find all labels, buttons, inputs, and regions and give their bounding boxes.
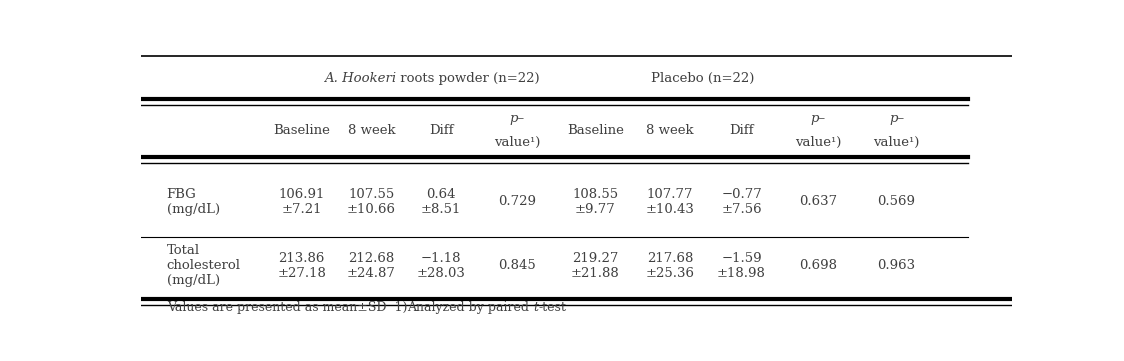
Text: 8 week: 8 week (646, 124, 694, 137)
Text: Diff: Diff (428, 124, 453, 137)
Text: −1.59
±18.98: −1.59 ±18.98 (717, 252, 765, 280)
Text: −1.18
±28.03: −1.18 ±28.03 (417, 252, 465, 280)
Text: value¹): value¹) (795, 135, 842, 148)
Text: 107.55
±10.66: 107.55 ±10.66 (347, 188, 396, 216)
Text: Analyzed by paired: Analyzed by paired (407, 301, 533, 314)
Text: p–: p– (889, 112, 904, 125)
Text: 8 week: 8 week (347, 124, 396, 137)
Text: 213.86
±27.18: 213.86 ±27.18 (278, 252, 326, 280)
Text: 0.729: 0.729 (498, 195, 536, 208)
Text: 0.698: 0.698 (799, 259, 837, 272)
Text: 0.569: 0.569 (878, 195, 916, 208)
Text: 107.77
±10.43: 107.77 ±10.43 (645, 188, 695, 216)
Text: 0.845: 0.845 (498, 259, 536, 272)
Text: roots powder (n=22): roots powder (n=22) (396, 71, 540, 84)
Text: p–: p– (509, 112, 525, 125)
Text: t: t (533, 301, 538, 314)
Text: 0.64
±8.51: 0.64 ±8.51 (420, 188, 461, 216)
Text: Baseline: Baseline (566, 124, 624, 137)
Text: Placebo (n=22): Placebo (n=22) (651, 71, 754, 84)
Text: FBG
(mg/dL): FBG (mg/dL) (166, 188, 220, 216)
Text: A. Hookeri: A. Hookeri (324, 71, 396, 84)
Text: 0.637: 0.637 (799, 195, 837, 208)
Text: Baseline: Baseline (273, 124, 330, 137)
Text: -test: -test (538, 301, 565, 314)
Text: value¹): value¹) (873, 135, 919, 148)
Text: 219.27
±21.88: 219.27 ±21.88 (571, 252, 619, 280)
Text: −0.77
±7.56: −0.77 ±7.56 (722, 188, 762, 216)
Text: value¹): value¹) (493, 135, 540, 148)
Text: p–: p– (810, 112, 826, 125)
Text: 0.963: 0.963 (878, 259, 916, 272)
Text: 106.91
±7.21: 106.91 ±7.21 (279, 188, 325, 216)
Text: 108.55
±9.77: 108.55 ±9.77 (572, 188, 618, 216)
Text: Total
cholesterol
(mg/dL): Total cholesterol (mg/dL) (166, 244, 241, 287)
Text: Values are presented as mean±SD  1): Values are presented as mean±SD 1) (166, 301, 407, 314)
Text: 212.68
±24.87: 212.68 ±24.87 (347, 252, 396, 280)
Text: 217.68
±25.36: 217.68 ±25.36 (645, 252, 695, 280)
Text: Diff: Diff (729, 124, 754, 137)
